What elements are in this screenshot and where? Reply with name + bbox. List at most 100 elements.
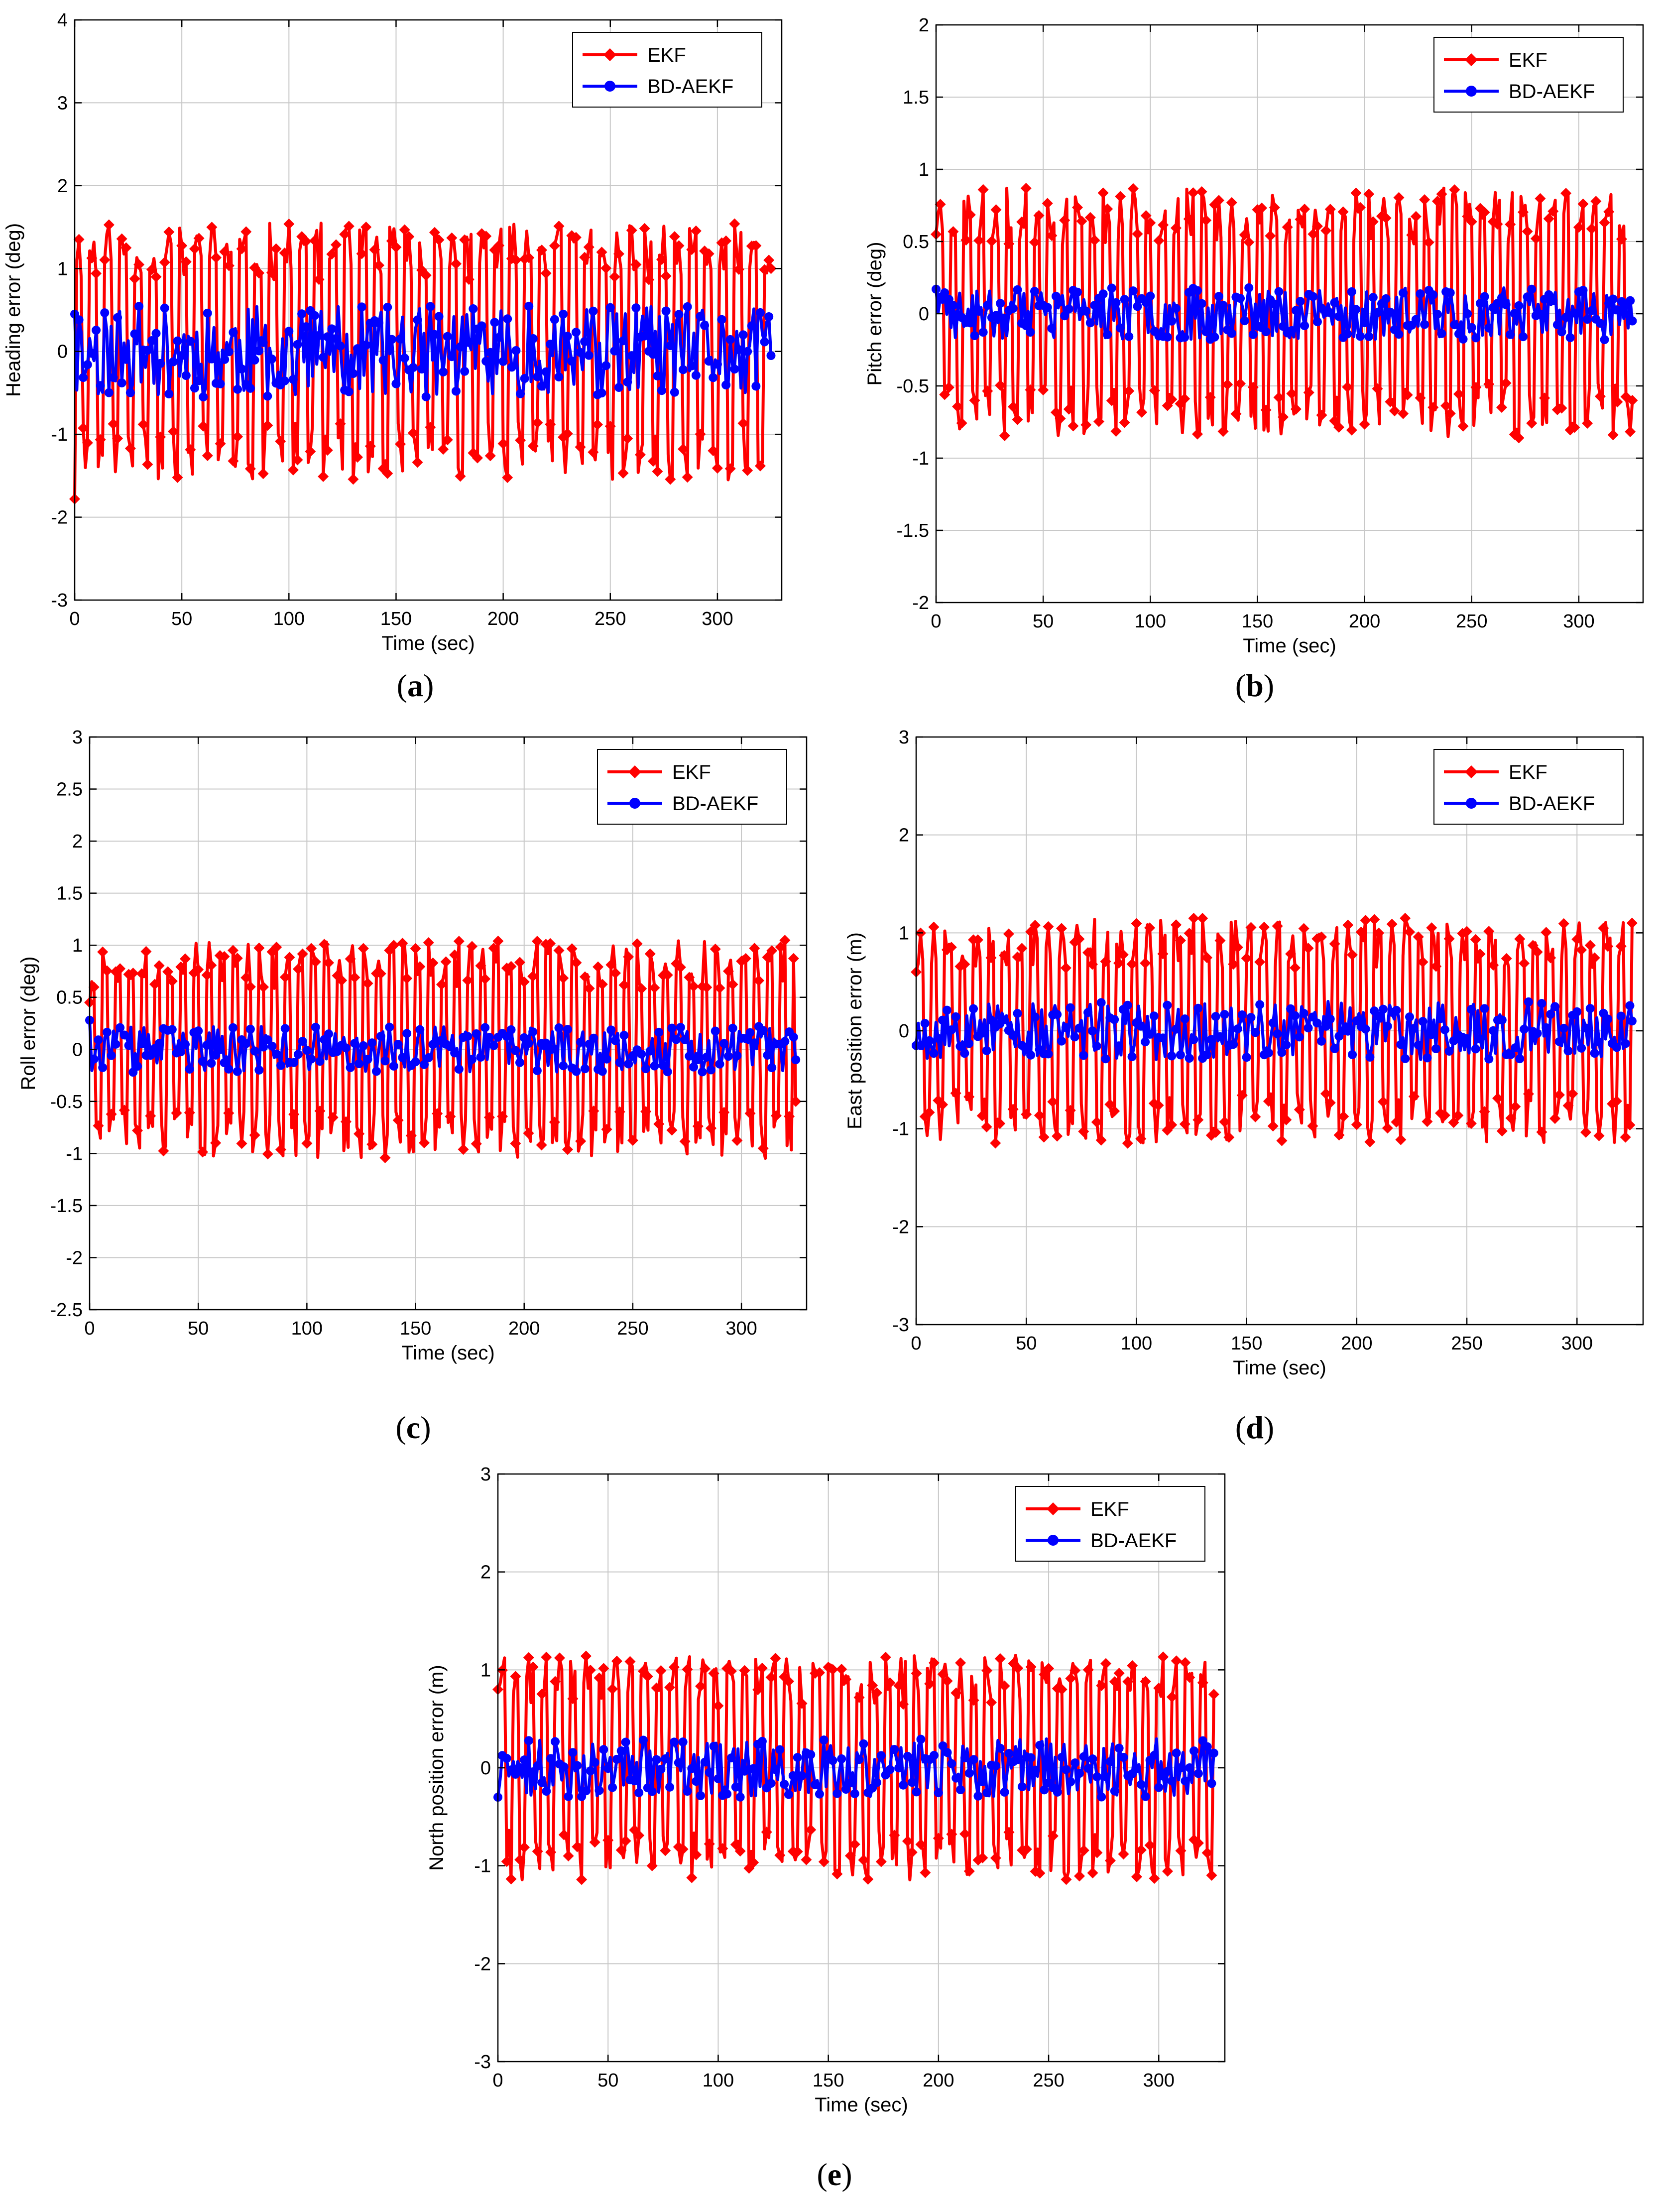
bd-aekf-point: [1163, 1767, 1172, 1776]
bd-aekf-point: [1057, 1036, 1066, 1046]
ekf-point: [531, 936, 543, 947]
bd-aekf-point: [597, 388, 606, 398]
bd-aekf-point: [728, 1023, 737, 1033]
bd-aekf-point: [1290, 1011, 1300, 1020]
bd-aekf-point: [215, 1045, 225, 1054]
ekf-point: [1350, 187, 1362, 199]
y-tick-label: -1: [66, 1143, 83, 1164]
ekf-point: [633, 1830, 645, 1841]
ekf-point: [990, 1137, 1001, 1149]
y-tick-label: -1: [892, 1119, 909, 1140]
bd-aekf-point: [176, 1047, 186, 1057]
ekf-point: [624, 1656, 636, 1667]
ekf-point: [754, 460, 766, 472]
ekf-point: [788, 953, 799, 964]
ekf-point: [502, 472, 513, 484]
ekf-point: [1072, 202, 1083, 213]
bd-aekf-point: [1030, 286, 1039, 296]
ekf-point: [475, 960, 486, 972]
bd-aekf-point: [722, 1789, 732, 1799]
ekf-point: [765, 1672, 777, 1683]
ekf-point: [510, 1671, 521, 1682]
ekf-point: [228, 945, 238, 956]
ekf-point: [523, 1652, 534, 1663]
ekf-point: [536, 1688, 548, 1700]
ekf-point: [871, 1687, 882, 1699]
bd-aekf-point: [434, 312, 444, 321]
ekf-point: [228, 455, 239, 467]
ekf-point: [664, 1682, 676, 1693]
bd-aekf-point: [1096, 998, 1106, 1007]
ekf-point: [766, 945, 778, 957]
ekf-point: [153, 960, 165, 972]
ekf-point: [724, 463, 736, 475]
bd-aekf-point: [1040, 1785, 1049, 1795]
ekf-point: [964, 209, 976, 221]
bd-aekf-point: [780, 1037, 790, 1046]
ekf-point: [1135, 1844, 1147, 1856]
bd-aekf-point: [98, 1063, 108, 1072]
bd-aekf-point: [1176, 1050, 1185, 1060]
ekf-point: [188, 967, 200, 979]
y-tick-label: 2: [72, 831, 83, 852]
bd-aekf-point: [1255, 1000, 1265, 1009]
bd-aekf-point: [1432, 310, 1442, 319]
ekf-point: [609, 271, 620, 282]
bd-aekf-point: [1163, 332, 1172, 342]
bd-aekf-point: [353, 344, 362, 354]
bd-aekf-point: [293, 340, 302, 349]
bd-aekf-point: [391, 379, 401, 388]
ekf-point: [215, 438, 226, 450]
ekf-point: [193, 233, 205, 244]
ekf-point: [1329, 415, 1340, 427]
ekf-point: [982, 385, 993, 397]
ekf-point: [588, 1106, 599, 1117]
legend-ekf-marker: [603, 48, 616, 61]
ekf-point: [898, 1699, 909, 1710]
bd-aekf-point: [678, 1737, 688, 1747]
ekf-point: [1122, 1676, 1134, 1687]
bd-aekf-point: [1053, 1010, 1062, 1019]
bd-aekf-point: [775, 1745, 785, 1754]
ekf-point: [708, 445, 719, 457]
bd-aekf-point: [828, 1756, 837, 1765]
legend-ekf-label: EKF: [1509, 761, 1547, 783]
ekf-point: [401, 973, 413, 984]
ekf-point: [1050, 407, 1062, 418]
ekf-point: [1175, 935, 1186, 946]
ekf-point: [1127, 183, 1139, 194]
ekf-point: [271, 942, 282, 953]
ekf-point: [1311, 221, 1323, 232]
ekf-point: [1553, 1089, 1565, 1101]
bd-aekf-point: [1074, 1023, 1084, 1033]
ekf-point: [884, 1677, 896, 1689]
ekf-point: [120, 242, 132, 253]
ekf-point: [1087, 1867, 1098, 1879]
bd-aekf-point: [667, 1023, 677, 1033]
ekf-point: [701, 982, 713, 993]
ekf-point: [1386, 918, 1398, 930]
bd-aekf-point: [424, 1053, 433, 1063]
bd-aekf-point: [1146, 291, 1155, 301]
bd-aekf-point: [845, 1778, 855, 1788]
bd-aekf-point: [1431, 1044, 1441, 1054]
bd-aekf-point: [554, 372, 564, 381]
legend-box: [1433, 37, 1624, 113]
ekf-point: [155, 431, 166, 443]
ekf-point: [420, 269, 432, 281]
ekf-point: [166, 976, 178, 987]
ekf-point: [973, 235, 985, 246]
ekf-point: [1551, 404, 1563, 415]
ekf-point: [849, 1839, 860, 1850]
x-tick-label: 50: [597, 2070, 618, 2091]
bd-aekf-point: [288, 374, 298, 384]
ekf-point: [492, 935, 504, 947]
ekf-point: [605, 959, 617, 971]
bd-aekf-point: [506, 1025, 516, 1034]
bd-aekf-point: [661, 1754, 670, 1764]
ekf-point: [706, 1122, 716, 1134]
bd-aekf-point: [1511, 1043, 1520, 1053]
x-tick-label: 200: [923, 2070, 954, 2091]
bd-aekf-point: [420, 1060, 429, 1069]
